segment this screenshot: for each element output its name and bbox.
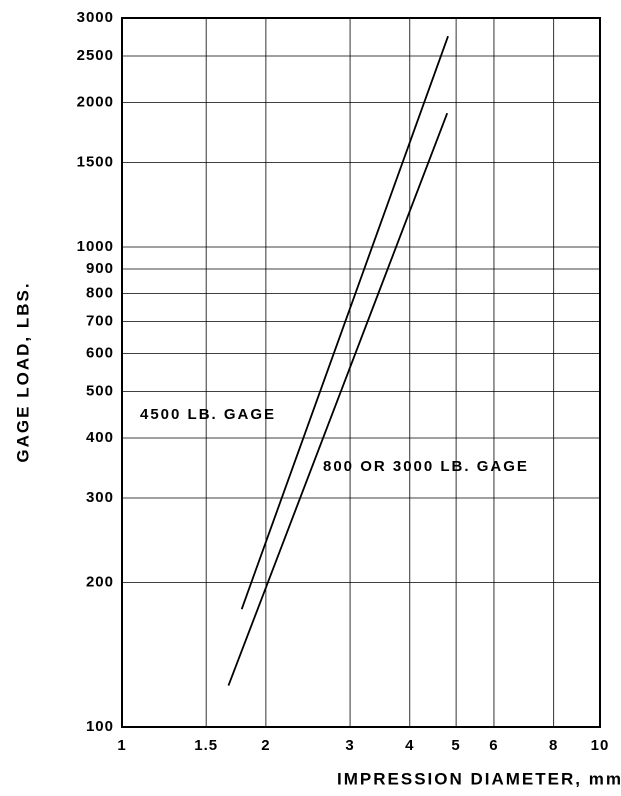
y-tick-label: 700 xyxy=(86,312,114,329)
y-tick-label: 200 xyxy=(86,573,114,590)
series-label: 800 OR 3000 LB. GAGE xyxy=(323,458,529,475)
y-tick-label: 2500 xyxy=(77,47,114,64)
y-tick-label: 1500 xyxy=(77,153,114,170)
x-tick-label: 6 xyxy=(489,737,498,754)
x-tick-label: 1.5 xyxy=(194,737,218,754)
y-tick-label: 400 xyxy=(86,429,114,446)
y-tick-label: 600 xyxy=(86,344,114,361)
y-tick-label: 800 xyxy=(86,284,114,301)
y-tick-label: 900 xyxy=(86,260,114,277)
x-axis-label: IMPRESSION DIAMETER, mm xyxy=(337,769,621,788)
y-tick-label: 300 xyxy=(86,489,114,506)
x-tick-label: 2 xyxy=(261,737,270,754)
x-tick-label: 3 xyxy=(345,737,354,754)
y-tick-label: 3000 xyxy=(77,9,114,26)
plot-frame xyxy=(121,17,601,728)
x-tick-label: 5 xyxy=(451,737,460,754)
y-axis-label: GAGE LOAD, LBS. xyxy=(13,281,32,462)
y-tick-label: 1000 xyxy=(77,238,114,255)
x-tick-label: 8 xyxy=(549,737,558,754)
y-tick-label: 2000 xyxy=(77,93,114,110)
x-tick-label: 4 xyxy=(405,737,414,754)
y-tick-label: 500 xyxy=(86,382,114,399)
series-line xyxy=(227,112,449,686)
series-label: 4500 LB. GAGE xyxy=(140,406,276,423)
y-tick-label: 100 xyxy=(86,718,114,735)
x-tick-label: 10 xyxy=(591,737,610,754)
x-tick-label: 1 xyxy=(117,737,126,754)
series-line xyxy=(240,35,449,610)
